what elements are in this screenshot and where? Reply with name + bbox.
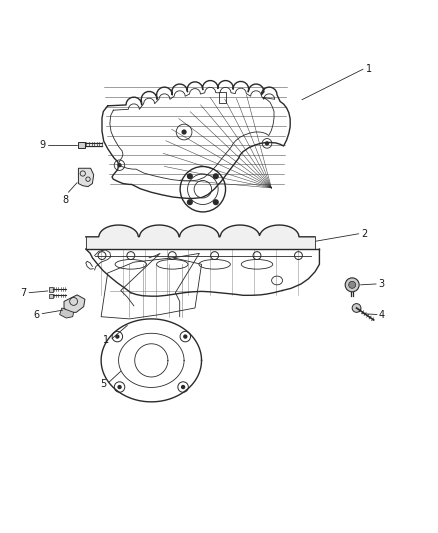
Circle shape bbox=[213, 173, 219, 179]
Circle shape bbox=[187, 199, 193, 205]
Text: 1: 1 bbox=[103, 335, 109, 345]
Circle shape bbox=[114, 382, 125, 392]
Text: 9: 9 bbox=[39, 140, 45, 150]
Circle shape bbox=[168, 252, 176, 260]
Text: 4: 4 bbox=[379, 310, 385, 320]
Circle shape bbox=[98, 252, 106, 260]
Circle shape bbox=[349, 281, 356, 288]
Circle shape bbox=[181, 130, 187, 135]
Text: 2: 2 bbox=[361, 229, 367, 239]
Bar bbox=[49, 287, 53, 292]
Circle shape bbox=[117, 385, 122, 389]
Circle shape bbox=[183, 334, 187, 339]
Circle shape bbox=[127, 252, 135, 260]
Circle shape bbox=[112, 332, 123, 342]
Text: 1: 1 bbox=[366, 64, 372, 74]
Circle shape bbox=[294, 252, 302, 260]
Polygon shape bbox=[78, 168, 94, 187]
Text: 5: 5 bbox=[100, 378, 106, 389]
Circle shape bbox=[211, 252, 219, 260]
Circle shape bbox=[352, 304, 361, 312]
Circle shape bbox=[178, 382, 188, 392]
Bar bbox=[49, 294, 53, 298]
Circle shape bbox=[213, 199, 219, 205]
Text: 3: 3 bbox=[378, 279, 384, 289]
Text: 7: 7 bbox=[20, 288, 26, 298]
Text: 8: 8 bbox=[62, 195, 68, 205]
Circle shape bbox=[180, 332, 191, 342]
Bar bbox=[78, 142, 85, 148]
Circle shape bbox=[117, 163, 122, 167]
Circle shape bbox=[187, 173, 193, 179]
Circle shape bbox=[265, 141, 269, 146]
Circle shape bbox=[345, 278, 359, 292]
Circle shape bbox=[253, 252, 261, 260]
Text: 6: 6 bbox=[33, 310, 39, 319]
Circle shape bbox=[115, 334, 120, 339]
Circle shape bbox=[181, 385, 185, 389]
Polygon shape bbox=[64, 295, 85, 312]
Polygon shape bbox=[60, 308, 74, 318]
